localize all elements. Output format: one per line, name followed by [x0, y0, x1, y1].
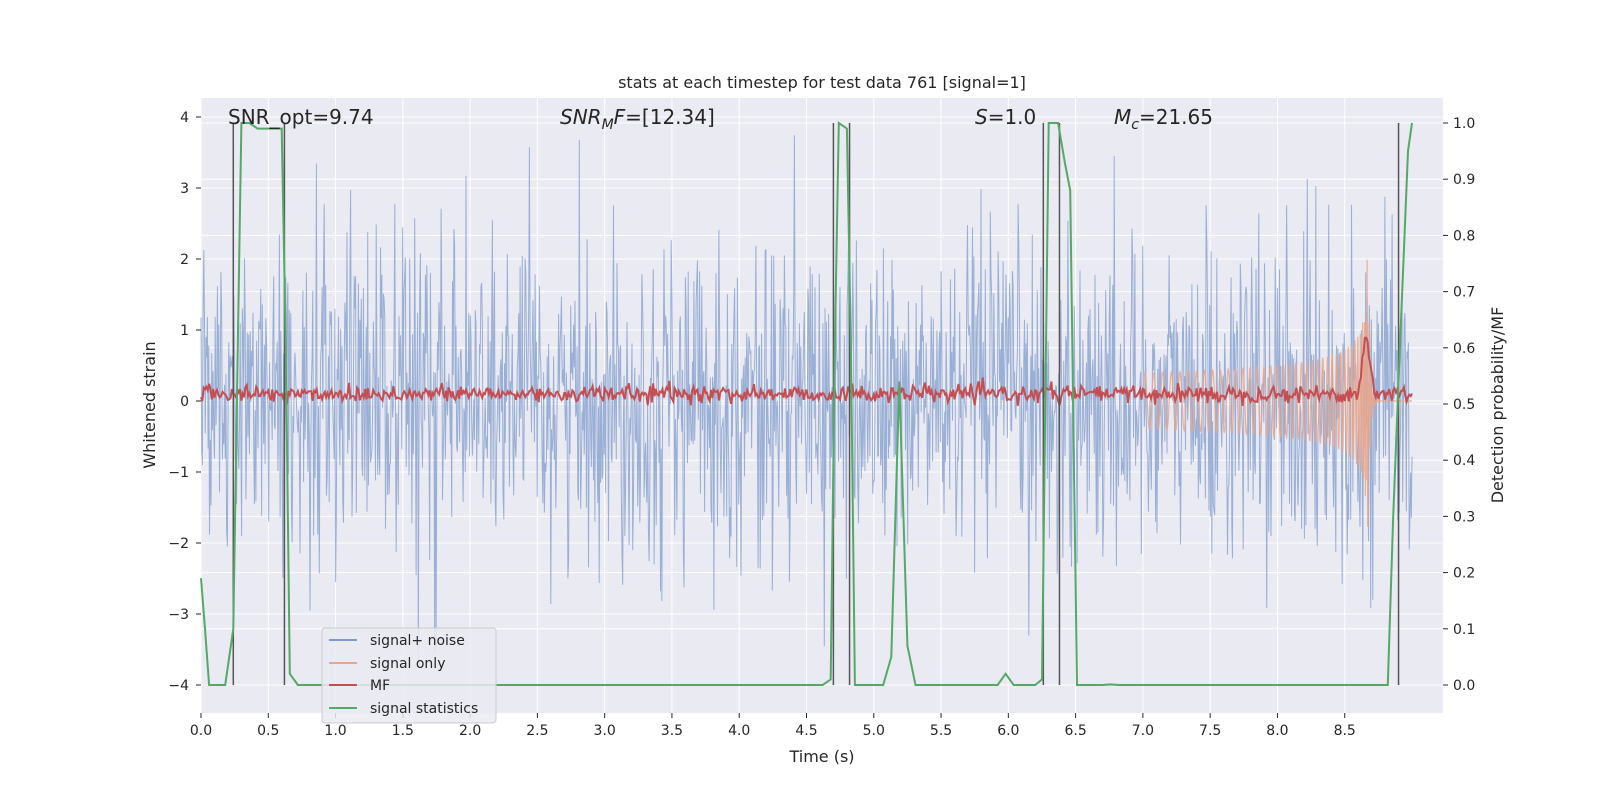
annotation-snr-mf-symbol: SNR: [560, 105, 602, 129]
annotation-mc-symbol: M: [1114, 105, 1131, 129]
annotation-s-value: =1.0: [988, 105, 1037, 129]
y2-axis-label: Detection probability/MF: [1488, 307, 1507, 504]
x-tick-label: 7.5: [1199, 723, 1221, 739]
y2-tick-label: 0.3: [1453, 509, 1475, 525]
x-tick-label: 3.0: [594, 723, 616, 739]
y2-tick-label: 0.8: [1453, 228, 1475, 244]
x-tick-label: 8.0: [1266, 723, 1288, 739]
x-axis-label: Time (s): [788, 747, 854, 766]
signal-only-line: [1142, 259, 1412, 528]
y2-tick-label: 0.5: [1453, 397, 1475, 413]
signal-only-series: [1142, 259, 1412, 528]
y2-tick-label: 0.0: [1453, 678, 1475, 694]
legend-label-noise: signal+ noise: [370, 633, 465, 649]
legend-label-signal: signal only: [370, 656, 445, 672]
x-tick-label: 0.5: [257, 723, 279, 739]
y2-tick-label: 0.1: [1453, 622, 1475, 638]
y-tick-label: −4: [168, 678, 189, 694]
y2-tick-label: 0.7: [1453, 285, 1475, 301]
annotation-snr-mf-f: F: [614, 105, 626, 129]
legend: signal+ noise signal only MF signal stat…: [321, 627, 497, 724]
x-tick-label: 7.0: [1132, 723, 1154, 739]
x-tick-label: 2.0: [459, 723, 481, 739]
y2-tick-label: 1.0: [1453, 116, 1475, 132]
mf-line: [200, 336, 1413, 407]
annotation-snr-opt: SNR_opt=9.74: [228, 105, 374, 129]
grid: [200, 98, 1443, 713]
signal-noise-series: [200, 135, 1413, 664]
x-tick-label: 1.0: [324, 723, 346, 739]
x-tick-label: 5.0: [863, 723, 885, 739]
legend-label-stats: signal statistics: [370, 701, 478, 717]
annotation-snr-mf-subscript: M: [602, 117, 614, 133]
chart-title: stats at each timestep for test data 761…: [618, 73, 1026, 92]
annotation-snr-mf: SNRMF=[12.34]: [560, 105, 715, 133]
y-tick-label: 2: [180, 252, 189, 268]
annotation-s: S=1.0: [975, 105, 1036, 129]
signal-statistics-line: [200, 121, 1413, 686]
x-tick-label: 0.0: [190, 723, 212, 739]
annotation-s-symbol: S: [975, 105, 988, 129]
annotation-mc-value: =21.65: [1139, 105, 1213, 129]
signal-statistics-series: [200, 121, 1413, 686]
annotation-snr-mf-value: =[12.34]: [625, 105, 715, 129]
y2-tick-label: 0.2: [1453, 566, 1475, 582]
legend-label-mf: MF: [370, 678, 390, 694]
y-tick-label: −2: [168, 536, 189, 552]
y-tick-label: 3: [180, 181, 189, 197]
x-tick-label: 1.5: [392, 723, 414, 739]
y-tick-label: −3: [168, 607, 189, 623]
x-tick-label: 6.0: [997, 723, 1019, 739]
y-tick-label: 4: [180, 110, 189, 126]
y2-tick-label: 0.6: [1453, 341, 1475, 357]
y-axis-label: Whitened strain: [140, 341, 159, 468]
axes: 0.0 0.5 1.0 1.5 2.0 2.5 3.0 3.5 4.0 4.5 5.0 5.5 6.0 6…: [168, 110, 1475, 739]
legend-box: [321, 627, 497, 724]
y-tick-label: 1: [180, 323, 189, 339]
y-tick-label: −1: [168, 465, 189, 481]
noise-line: [200, 135, 1413, 664]
y-tick-label: 0: [180, 394, 189, 410]
x-tick-label: 2.5: [526, 723, 548, 739]
y2-tick-label: 0.4: [1453, 453, 1475, 469]
annotation-mc: Mc=21.65: [1114, 105, 1213, 133]
x-tick-label: 4.0: [728, 723, 750, 739]
y2-tick-label: 0.9: [1453, 172, 1475, 188]
mf-series: [200, 336, 1413, 407]
annotation-mc-subscript: c: [1131, 117, 1139, 133]
x-tick-label: 6.5: [1064, 723, 1086, 739]
x-tick-label: 3.5: [661, 723, 683, 739]
x-tick-label: 8.5: [1334, 723, 1356, 739]
x-tick-label: 5.5: [930, 723, 952, 739]
x-tick-label: 4.5: [795, 723, 817, 739]
